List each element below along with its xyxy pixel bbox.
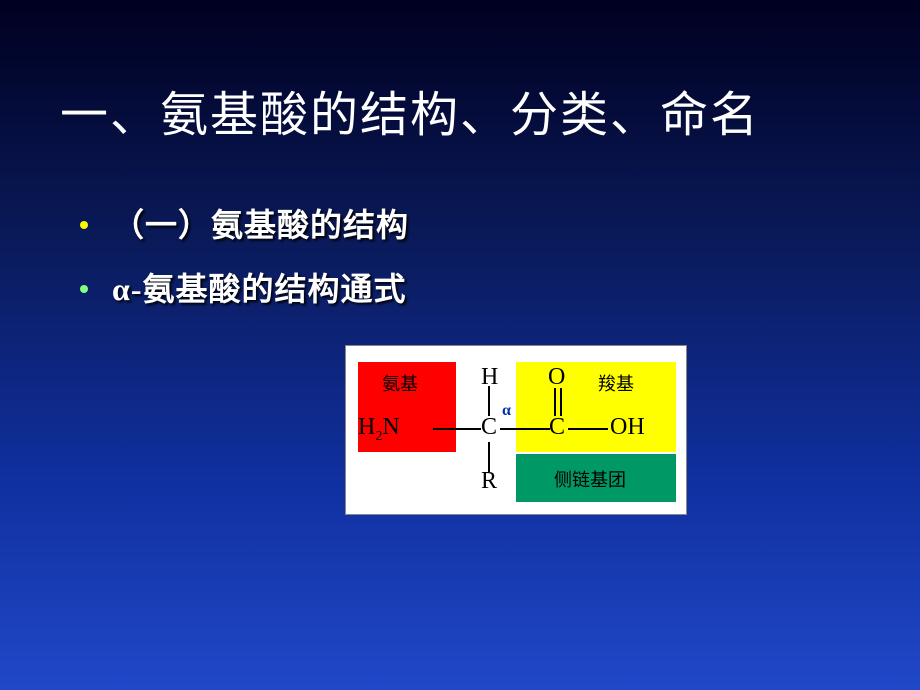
bullet-text: α-氨基酸的结构通式 (112, 264, 407, 310)
bullet-item: α-氨基酸的结构通式 (80, 264, 409, 310)
chem-OH: OH (610, 414, 645, 441)
side-chain-label: 侧链基团 (554, 466, 626, 492)
bullet-list: （一）氨基酸的结构 α-氨基酸的结构通式 (80, 200, 409, 328)
carboxyl-group-box (516, 362, 676, 452)
bullet-text: （一）氨基酸的结构 (112, 200, 409, 246)
amino-label: 氨基 (382, 370, 418, 396)
chem-R: R (481, 468, 497, 495)
double-bond-icon (560, 388, 562, 416)
chem-O: O (548, 364, 565, 391)
alpha-label: α (502, 402, 511, 420)
slide-title: 一、氨基酸的结构、分类、命名 (60, 75, 880, 145)
chem-C-alpha: C (481, 414, 497, 441)
double-bond-icon (554, 388, 556, 416)
bullet-dot-icon (80, 285, 88, 293)
bullet-item: （一）氨基酸的结构 (80, 200, 409, 246)
amino-acid-diagram: 氨基 H2N 羧基 侧链基团 H C R α O C OH (345, 345, 687, 515)
bond-icon (500, 428, 550, 430)
bond-icon (433, 428, 481, 430)
amino-formula: H2N (358, 414, 400, 445)
slide: 一、氨基酸的结构、分类、命名 （一）氨基酸的结构 α-氨基酸的结构通式 氨基 H… (0, 0, 920, 690)
bond-icon (488, 386, 490, 416)
carboxyl-label: 羧基 (598, 370, 634, 396)
bullet-dot-icon (80, 221, 88, 229)
chem-C-carboxyl: C (549, 414, 565, 441)
bond-icon (568, 428, 608, 430)
